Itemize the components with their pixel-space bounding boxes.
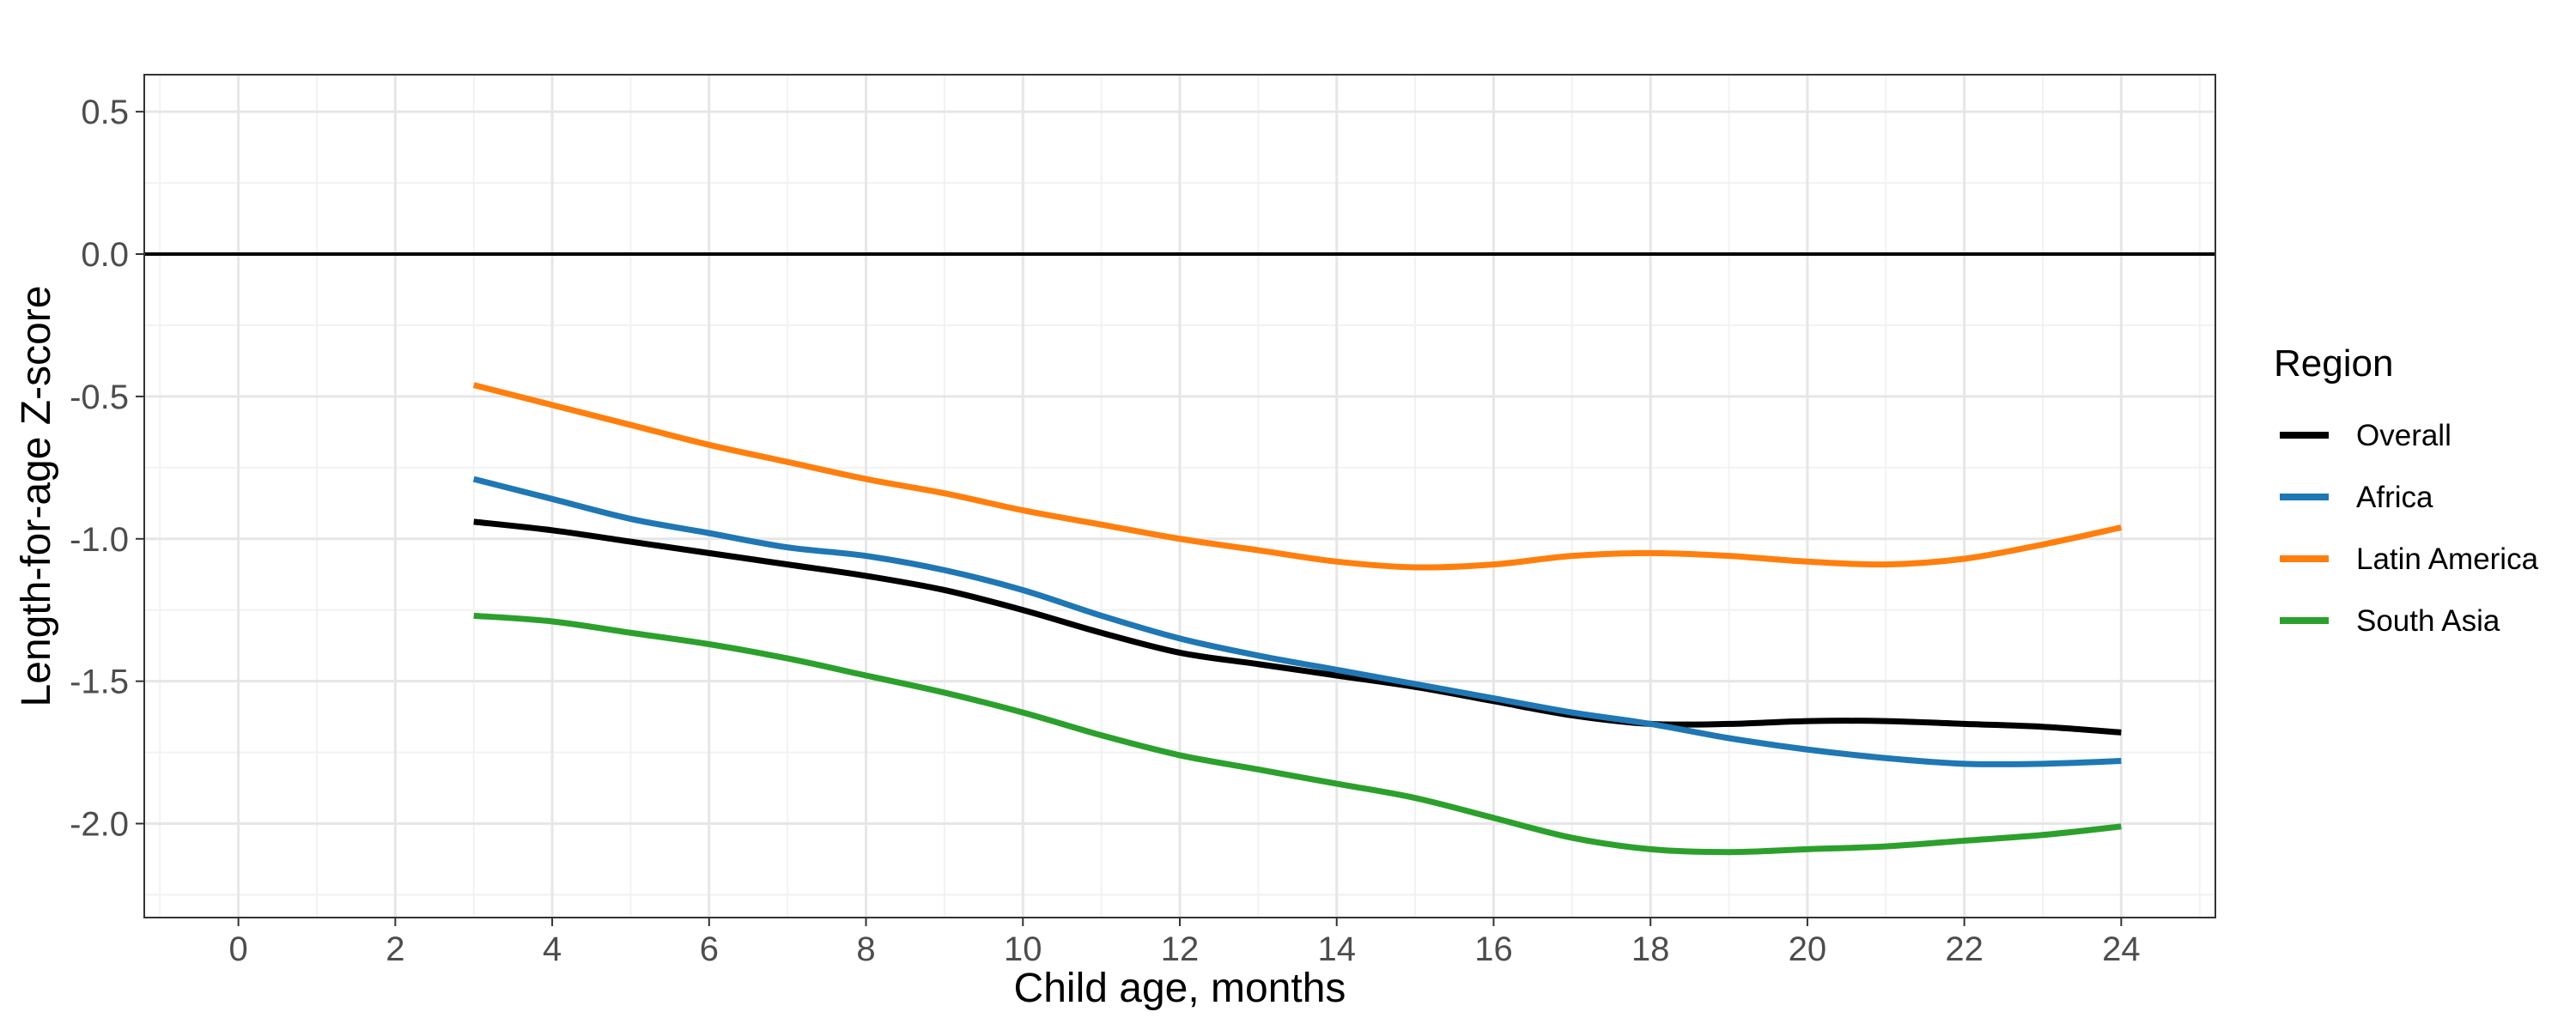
x-tick-label: 10	[1004, 930, 1042, 968]
legend-label-latin-america: Latin America	[2356, 542, 2539, 576]
y-axis-title: Length-for-age Z-score	[14, 286, 59, 707]
series-line-africa	[472, 476, 2122, 767]
y-tick-label: 0.5	[81, 94, 129, 131]
x-tick-label: 4	[543, 930, 562, 968]
legend: Region Overall Africa Latin America South A…	[2274, 342, 2539, 638]
x-tick-label: 12	[1161, 930, 1200, 968]
y-axis: 0.5 0.0 -0.5 -1.0 -1.5 -2.0	[70, 94, 144, 844]
x-tick-label: 18	[1631, 930, 1670, 968]
legend-title: Region	[2274, 342, 2393, 385]
x-tick-label: 14	[1317, 930, 1356, 968]
x-tick-label: 0	[229, 930, 248, 968]
y-tick-label: -2.0	[70, 806, 129, 844]
x-axis-title: Child age, months	[1014, 966, 1346, 1011]
legend-label-overall: Overall	[2356, 419, 2451, 452]
x-tick-label: 24	[2102, 930, 2141, 968]
series-line-overall	[473, 518, 2122, 736]
x-axis: 0 2 4 6 8 10 12 14 16 18 20 22 24	[229, 918, 2141, 968]
y-tick-label: -0.5	[70, 379, 129, 416]
x-tick-label: 20	[1789, 930, 1827, 968]
y-tick-label: 0.0	[81, 236, 129, 274]
x-tick-label: 6	[700, 930, 719, 968]
legend-label-south-asia: South Asia	[2356, 604, 2500, 638]
x-tick-label: 22	[1945, 930, 1984, 968]
x-tick-label: 8	[856, 930, 875, 968]
x-tick-label: 16	[1474, 930, 1513, 968]
series-lines	[472, 382, 2123, 856]
legend-label-africa: Africa	[2356, 481, 2433, 514]
y-tick-label: -1.5	[70, 663, 129, 701]
series-line-latin-america	[472, 382, 2123, 571]
x-tick-label: 2	[386, 930, 404, 968]
y-tick-label: -1.0	[70, 521, 129, 559]
series-line-south-asia	[473, 612, 2122, 856]
